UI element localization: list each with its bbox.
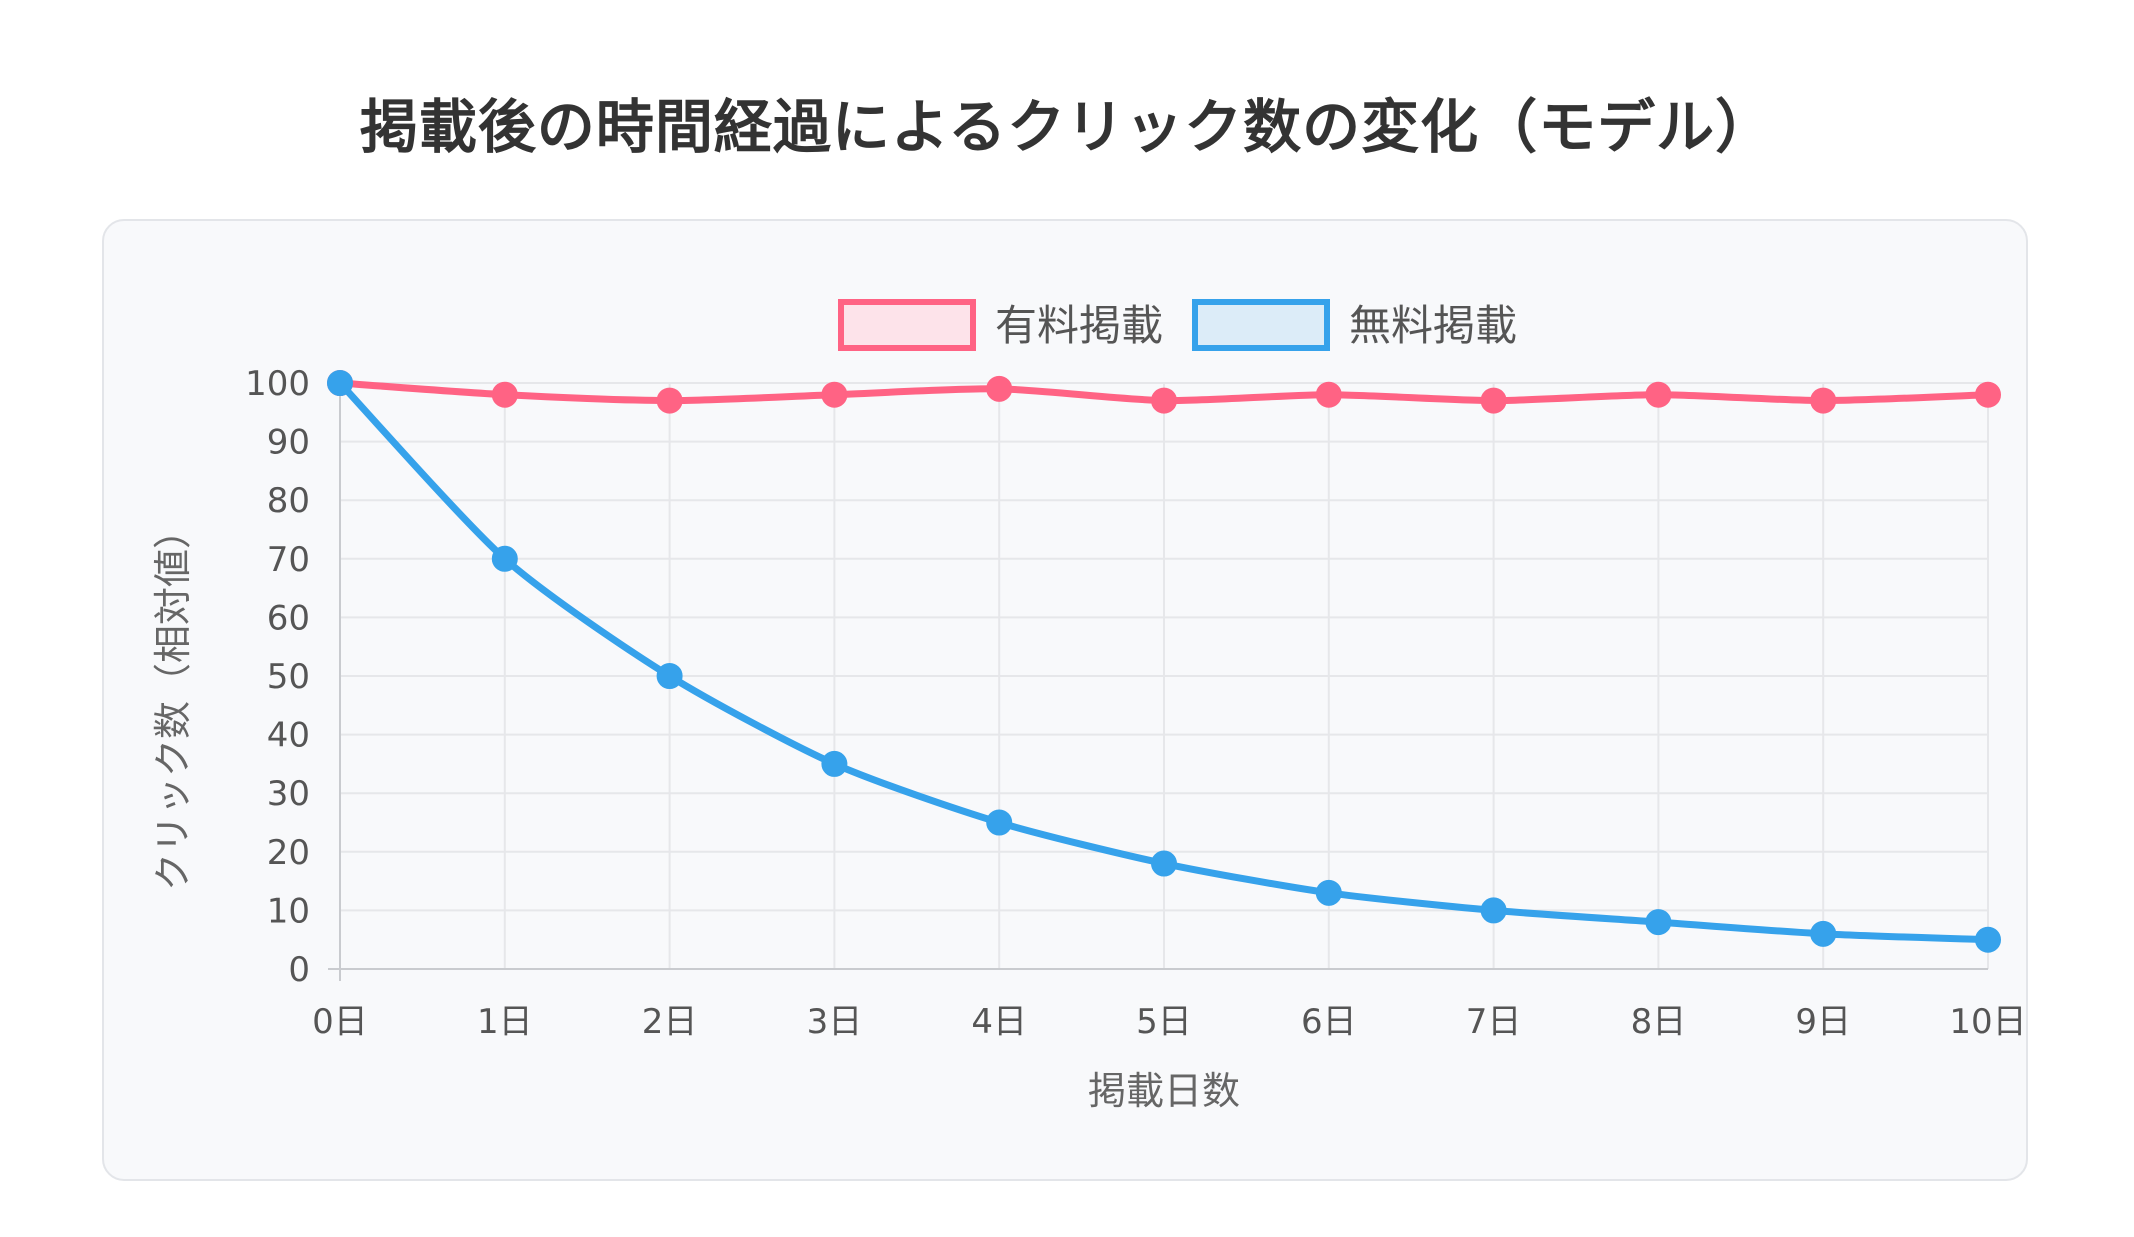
x-tick-label: 2日	[642, 1002, 698, 1042]
data-point-1-2[interactable]	[656, 663, 683, 689]
data-point-0-1[interactable]	[491, 381, 518, 408]
data-point-1-10[interactable]	[1975, 926, 2001, 953]
data-point-1-8[interactable]	[1645, 909, 1672, 936]
page-title: 掲載後の時間経過によるクリック数の変化（モデル）	[359, 93, 1775, 161]
series-line-1	[336, 379, 1992, 944]
data-point-0-2[interactable]	[656, 387, 683, 414]
data-point-1-0[interactable]	[327, 370, 353, 396]
data-point-1-1[interactable]	[491, 545, 518, 572]
data-point-0-8[interactable]	[1645, 381, 1672, 408]
y-tick-label: 80	[267, 481, 310, 521]
legend-swatch-1[interactable]	[1192, 299, 1330, 351]
data-point-0-6[interactable]	[1315, 381, 1342, 408]
x-tick-label: 6日	[1301, 1002, 1357, 1042]
y-tick-label: 10	[267, 891, 310, 931]
data-point-0-9[interactable]	[1810, 387, 1837, 414]
x-axis-title: 掲載日数	[1088, 1069, 1240, 1113]
legend-label-1[interactable]: 無料掲載	[1349, 301, 1517, 350]
y-tick-label: 60	[267, 598, 310, 638]
data-point-1-4[interactable]	[986, 809, 1013, 836]
data-point-0-3[interactable]	[821, 381, 848, 408]
data-point-1-9[interactable]	[1810, 920, 1837, 947]
y-tick-label: 20	[267, 833, 310, 873]
y-tick-label: 50	[267, 657, 310, 697]
data-point-1-5[interactable]	[1151, 850, 1177, 877]
x-tick-label: 4日	[971, 1002, 1027, 1042]
x-tick-label: 8日	[1631, 1002, 1687, 1042]
data-point-0-4[interactable]	[986, 375, 1013, 402]
y-tick-label: 90	[267, 423, 310, 463]
legend-swatch-0[interactable]	[838, 299, 976, 351]
chart-card	[102, 219, 2028, 1181]
data-point-0-5[interactable]	[1151, 387, 1177, 414]
data-point-0-7[interactable]	[1480, 387, 1507, 414]
data-point-1-7[interactable]	[1480, 897, 1507, 924]
data-point-1-3[interactable]	[821, 750, 848, 777]
x-tick-label: 1日	[477, 1002, 533, 1042]
y-tick-label: 0	[288, 950, 310, 990]
x-tick-label: 5日	[1136, 1002, 1192, 1042]
x-tick-label: 7日	[1466, 1002, 1522, 1042]
x-tick-label: 10日	[1949, 1002, 2026, 1042]
y-tick-label: 100	[245, 364, 310, 404]
legend-label-0[interactable]: 有料掲載	[995, 301, 1163, 350]
data-point-1-6[interactable]	[1315, 879, 1342, 906]
x-tick-label: 0日	[312, 1002, 368, 1042]
y-tick-label: 40	[267, 716, 310, 756]
data-point-0-10[interactable]	[1975, 381, 2001, 408]
y-tick-label: 70	[267, 540, 310, 580]
x-tick-label: 9日	[1795, 1002, 1851, 1042]
x-tick-label: 3日	[807, 1002, 863, 1042]
y-axis-title: クリック数（相対値）	[151, 511, 195, 891]
y-tick-label: 30	[267, 774, 310, 814]
